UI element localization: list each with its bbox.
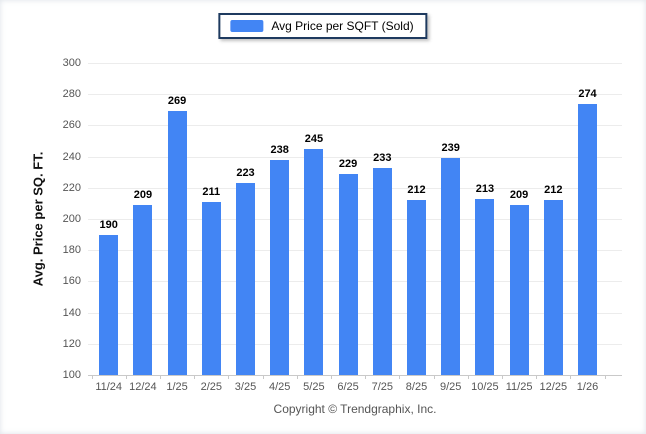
- bar-value-label: 213: [475, 182, 495, 195]
- bar: [407, 200, 426, 375]
- x-tick-mark: [433, 375, 435, 379]
- x-tick-label: 11/25: [505, 381, 533, 393]
- bar: [304, 148, 324, 375]
- bar-value-label: 233: [373, 151, 392, 164]
- copyright: Copyright © Trendgraphix, Inc.: [273, 402, 437, 416]
- y-tick-label: 160: [62, 275, 81, 288]
- bar-value-label: 274: [578, 87, 597, 100]
- x-tick-label: 5/25: [303, 381, 325, 393]
- x-tick-mark: [160, 375, 161, 379]
- bar: [543, 200, 563, 375]
- x-tick-mark: [331, 375, 332, 379]
- bar: [99, 234, 119, 375]
- bar-value-label: 229: [338, 157, 358, 170]
- y-tick-label: 100: [62, 369, 81, 381]
- gridline: [88, 125, 622, 127]
- x-tick-label: 12/24: [129, 381, 157, 393]
- legend-swatch-icon: [230, 20, 264, 32]
- y-tick-label: 200: [62, 213, 81, 225]
- x-tick-mark: [536, 375, 538, 379]
- x-tick-mark: [125, 375, 127, 379]
- bar-value-label: 269: [167, 95, 187, 108]
- gridline: [88, 156, 622, 158]
- gridline: [88, 63, 622, 64]
- bar: [270, 159, 290, 375]
- x-tick-label: 1/26: [576, 381, 599, 393]
- bar: [236, 183, 255, 375]
- y-tick-label: 280: [62, 88, 81, 101]
- x-tick-label: 6/25: [337, 381, 359, 393]
- bar: [338, 173, 358, 375]
- x-tick-label: 11/24: [95, 381, 123, 393]
- x-tick-label: 9/25: [439, 381, 462, 393]
- bar-value-label: 245: [304, 132, 324, 145]
- bar-value-label: 238: [270, 143, 289, 156]
- plot-area: 100 120 140 160 180 200 220 240 260 280 300 190 11/2…: [63, 57, 622, 393]
- x-tick-label: 8/25: [405, 381, 428, 393]
- x-tick-label: 3/25: [234, 381, 257, 393]
- x-tick-mark: [194, 375, 196, 379]
- bar-value-label: 212: [544, 184, 563, 197]
- bar: [578, 103, 597, 375]
- bar-value-label: 223: [236, 167, 255, 180]
- bar-value-label: 190: [99, 218, 118, 231]
- x-tick-mark: [262, 375, 264, 379]
- y-tick-label: 140: [62, 306, 81, 319]
- x-tick-label: 2/25: [200, 381, 223, 393]
- legend-label: Avg Price per SQFT (Sold): [271, 19, 414, 33]
- bar-value-label: 211: [202, 185, 221, 198]
- bar-value-label: 209: [133, 188, 153, 201]
- x-tick-mark: [570, 375, 572, 379]
- x-tick-mark: [399, 375, 401, 379]
- bar: [509, 204, 529, 375]
- gridline: [88, 94, 622, 96]
- x-tick-label: 10/25: [471, 381, 499, 393]
- y-tick-label: 120: [62, 337, 81, 350]
- x-tick-mark: [296, 375, 298, 379]
- x-tick-label: 4/25: [268, 381, 291, 393]
- x-tick-mark: [502, 375, 503, 379]
- bar: [167, 111, 187, 375]
- bar: [441, 158, 461, 375]
- x-tick-mark: [467, 375, 469, 379]
- x-tick-mark: [228, 375, 230, 379]
- y-tick-label: 300: [62, 57, 81, 69]
- bar-value-label: 239: [441, 142, 460, 155]
- bar-value-label: 209: [509, 188, 529, 201]
- bar: [201, 201, 221, 375]
- y-tick-label: 220: [62, 181, 81, 194]
- x-tick-mark: [604, 375, 606, 379]
- bar: [475, 198, 495, 375]
- x-tick-mark: [91, 375, 93, 379]
- bar-value-label: 212: [407, 184, 426, 197]
- legend: Avg Price per SQFT (Sold): [218, 13, 428, 39]
- bar: [372, 167, 392, 375]
- x-axis-line: [88, 375, 622, 376]
- y-tick-label: 240: [62, 150, 81, 163]
- x-tick-label: 12/25: [539, 381, 568, 393]
- bar: [133, 204, 153, 375]
- y-tick-label: 260: [62, 119, 81, 132]
- y-tick-label: 180: [62, 244, 81, 257]
- x-tick-label: 1/25: [166, 381, 188, 393]
- x-tick-label: 7/25: [371, 381, 394, 393]
- x-tick-mark: [365, 375, 367, 379]
